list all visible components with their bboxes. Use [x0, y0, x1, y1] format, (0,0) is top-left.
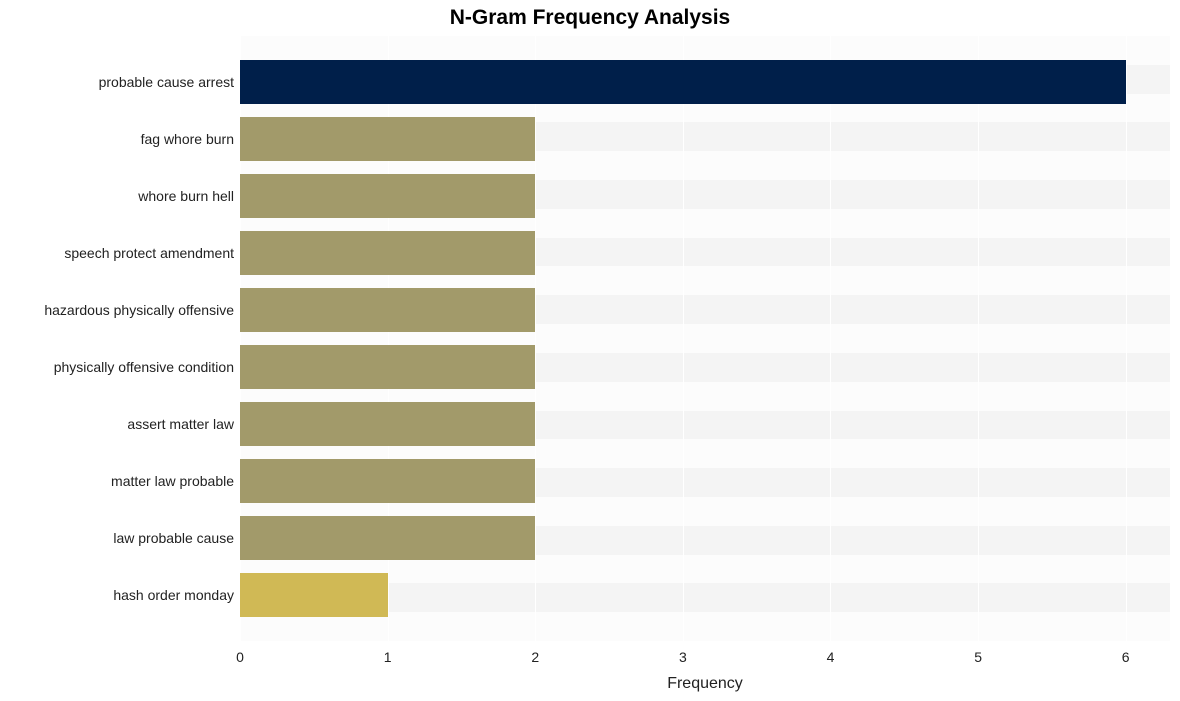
y-tick-label: whore burn hell [138, 188, 240, 204]
grid-line-vertical [683, 36, 684, 641]
x-tick-label: 2 [531, 641, 539, 665]
grid-line-vertical [1126, 36, 1127, 641]
bar [240, 516, 535, 560]
bar [240, 174, 535, 218]
grid-line-vertical [535, 36, 536, 641]
bar [240, 345, 535, 389]
bar [240, 459, 535, 503]
grid-line-vertical [830, 36, 831, 641]
x-tick-label: 0 [236, 641, 244, 665]
bar [240, 573, 388, 617]
grid-line-vertical [978, 36, 979, 641]
x-tick-label: 3 [679, 641, 687, 665]
bar [240, 288, 535, 332]
y-tick-label: physically offensive condition [54, 359, 240, 375]
y-tick-label: fag whore burn [141, 131, 240, 147]
y-tick-label: probable cause arrest [99, 74, 240, 90]
x-tick-label: 4 [827, 641, 835, 665]
bar [240, 402, 535, 446]
x-tick-label: 1 [384, 641, 392, 665]
plot-area: Frequency probable cause arrestfag whore… [240, 36, 1170, 641]
y-tick-label: assert matter law [127, 416, 240, 432]
ngram-frequency-chart: N-Gram Frequency Analysis Frequency prob… [0, 0, 1180, 701]
bar [240, 117, 535, 161]
y-tick-label: hash order monday [113, 587, 240, 603]
x-tick-label: 6 [1122, 641, 1130, 665]
bar [240, 231, 535, 275]
x-tick-label: 5 [974, 641, 982, 665]
bar [240, 60, 1126, 104]
chart-title: N-Gram Frequency Analysis [0, 6, 1180, 30]
x-axis-title: Frequency [240, 675, 1170, 693]
y-tick-label: law probable cause [113, 530, 240, 546]
y-tick-label: hazardous physically offensive [44, 302, 240, 318]
y-tick-label: speech protect amendment [64, 245, 240, 261]
y-tick-label: matter law probable [111, 473, 240, 489]
